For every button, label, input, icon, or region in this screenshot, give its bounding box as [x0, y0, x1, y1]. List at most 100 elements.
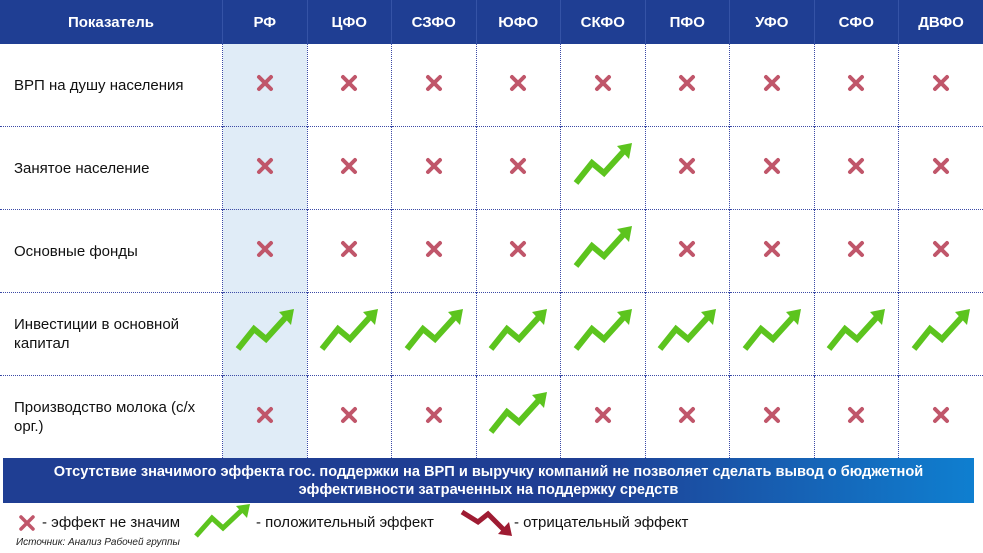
cross-icon: [846, 73, 866, 98]
cell-yufo: [476, 375, 561, 458]
up-trend-arrow-icon: [572, 142, 634, 194]
cross-icon: [255, 239, 275, 264]
cross-icon: [762, 405, 782, 430]
cell-rf: [222, 44, 308, 127]
up-trend-arrow-icon: [572, 225, 634, 277]
up-trend-arrow-icon: [825, 308, 887, 360]
up-trend-arrow-icon: [487, 391, 549, 443]
cell-cfo: [307, 44, 392, 127]
cell-pfo: [645, 209, 730, 293]
cross-icon: [424, 239, 444, 264]
col-header-dvfo: ДВФО: [898, 0, 983, 44]
cross-icon: [424, 156, 444, 181]
up-trend-arrow-icon: [572, 308, 634, 360]
cell-ufo: [729, 126, 815, 210]
table-row: Занятое население: [0, 126, 983, 210]
cross-icon: [339, 73, 359, 98]
legend: - эффект не значим - положительный эффек…: [0, 504, 983, 538]
cell-pfo: [645, 126, 730, 210]
up-trend-arrow-icon: [656, 308, 718, 360]
cell-ufo: [729, 375, 815, 458]
cell-skfo: [560, 292, 646, 376]
up-trend-arrow-icon: [234, 308, 296, 360]
cross-icon: [255, 405, 275, 430]
row-label: Инвестиции в основной капитал: [0, 292, 223, 376]
cell-szfo: [391, 292, 477, 376]
cell-dvfo: [898, 375, 983, 458]
table-row: Инвестиции в основной капитал: [0, 292, 983, 376]
cell-ufo: [729, 292, 815, 376]
col-header-szfo: СЗФО: [391, 0, 477, 44]
conclusion-text: Отсутствие значимого эффекта гос. поддер…: [53, 463, 924, 498]
cross-icon: [255, 156, 275, 181]
cross-icon: [508, 156, 528, 181]
cell-dvfo: [898, 209, 983, 293]
cell-yufo: [476, 209, 561, 293]
cross-icon: [677, 73, 697, 98]
cross-icon: [255, 73, 275, 98]
col-header-pfo: ПФО: [645, 0, 730, 44]
cell-cfo: [307, 375, 392, 458]
cell-ufo: [729, 44, 815, 127]
up-trend-arrow-icon: [910, 308, 972, 360]
table-row: Основные фонды: [0, 209, 983, 293]
cross-icon: [508, 73, 528, 98]
conclusion-banner: Отсутствие значимого эффекта гос. поддер…: [3, 458, 974, 503]
cell-dvfo: [899, 44, 983, 127]
legend-not-significant: - эффект не значим: [42, 514, 181, 531]
cell-szfo: [391, 209, 477, 293]
cell-skfo: [560, 375, 646, 458]
cell-sfo: [814, 209, 899, 293]
up-trend-arrow-icon: [487, 308, 549, 360]
cell-skfo: [560, 209, 646, 293]
col-header-sfo: СФО: [814, 0, 899, 44]
legend-positive: - положительный эффект: [256, 514, 434, 531]
cross-icon: [339, 156, 359, 181]
cross-icon: [424, 73, 444, 98]
up-trend-arrow-icon: [741, 308, 803, 360]
cell-yufo: [476, 292, 561, 376]
cross-icon: [846, 156, 866, 181]
cross-icon: [931, 405, 951, 430]
col-header-rf: РФ: [222, 0, 308, 44]
cell-cfo: [307, 126, 392, 210]
cell-cfo: [307, 292, 392, 376]
effects-table: Показатель РФ ЦФО СЗФО ЮФО СКФО ПФО УФО …: [0, 0, 983, 458]
cell-sfo: [814, 375, 899, 458]
cross-icon: [593, 73, 613, 98]
cell-skfo: [560, 126, 646, 210]
table-row: ВРП на душу населения: [0, 44, 983, 127]
col-header-indicator: Показатель: [0, 0, 223, 44]
cross-icon: [677, 405, 697, 430]
up-trend-arrow-icon: [318, 308, 380, 360]
cell-pfo: [645, 44, 730, 127]
header-row: Показатель РФ ЦФО СЗФО ЮФО СКФО ПФО УФО …: [0, 0, 983, 44]
cross-icon: [762, 156, 782, 181]
cross-icon: [931, 73, 951, 98]
cell-sfo: [814, 292, 899, 376]
row-label: Занятое население: [0, 126, 223, 210]
cross-icon: [762, 73, 782, 98]
cross-icon: [931, 239, 951, 264]
row-label: ВРП на душу населения: [0, 44, 223, 127]
cell-rf: [222, 126, 308, 210]
table-row: Производство молока (с/х орг.): [0, 375, 983, 458]
cross-icon: [677, 239, 697, 264]
source-note: Источник: Анализ Рабочей группы: [16, 537, 180, 548]
cell-rf: [222, 292, 308, 376]
cell-dvfo: [898, 292, 983, 376]
cell-dvfo: [898, 126, 983, 210]
row-label: Производство молока (с/х орг.): [0, 375, 223, 458]
cross-icon: [339, 405, 359, 430]
cell-pfo: [645, 292, 730, 376]
cross-icon: [593, 405, 613, 430]
up-trend-arrow-icon: [192, 504, 252, 545]
cell-skfo: [560, 44, 646, 127]
cell-yufo: [476, 126, 561, 210]
cross-icon: [339, 239, 359, 264]
col-header-yufo: ЮФО: [476, 0, 561, 44]
legend-negative: - отрицательный эффект: [514, 514, 689, 531]
cell-sfo: [814, 126, 899, 210]
down-trend-arrow-icon: [458, 508, 514, 543]
col-header-skfo: СКФО: [560, 0, 646, 44]
